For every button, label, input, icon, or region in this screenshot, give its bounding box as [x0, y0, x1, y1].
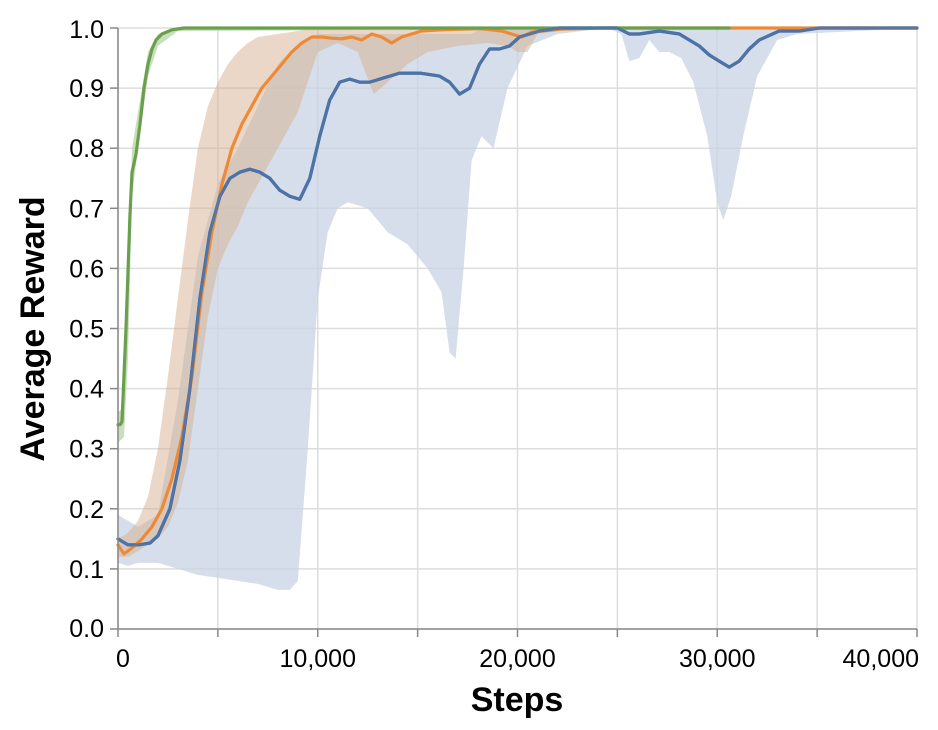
x-tick-label: 30,000	[679, 645, 755, 673]
series-1-line-overlay	[116, 26, 919, 547]
x-axis-title: Steps	[471, 681, 564, 719]
series-lines	[116, 26, 919, 556]
series-3-line	[116, 26, 731, 427]
y-tick-label: 0.8	[69, 135, 104, 163]
y-axis-title: Average Reward	[14, 196, 52, 461]
y-tick-label: 0.7	[69, 195, 104, 223]
y-tick-label: 0.4	[69, 376, 104, 404]
x-tick-label: 0	[116, 645, 130, 673]
y-tick-label: 1.0	[69, 16, 104, 44]
confidence-bands	[118, 28, 917, 590]
y-tick-label: 0.6	[69, 255, 104, 283]
series-1-band	[118, 28, 917, 590]
tick-labels: 0 10,000 20,000 30,000 40,000 0.0 0.1 0.2 0.3 0.4…	[69, 16, 919, 673]
y-tick-label: 0.2	[69, 496, 104, 524]
x-tick-label: 40,000	[843, 645, 919, 673]
x-tick-label: 20,000	[479, 645, 555, 673]
y-tick-label: 0.3	[69, 436, 104, 464]
y-tick-label: 0.9	[69, 75, 104, 103]
y-tick-label: 0.5	[69, 316, 104, 344]
axes	[110, 27, 918, 637]
y-tick-label: 0.0	[69, 615, 104, 643]
y-tick-label: 0.1	[69, 556, 104, 584]
x-tick-label: 10,000	[280, 645, 356, 673]
